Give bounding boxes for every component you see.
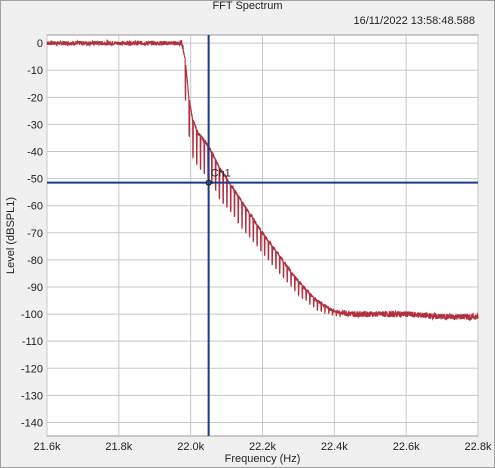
x-tick-label: 21.6k xyxy=(34,441,61,453)
y-tick-label: -50 xyxy=(27,174,43,186)
y-axis-title: Level (dBSPL1) xyxy=(5,197,17,274)
y-tick-labels: 0 -10 -20 -30 -40 -50 -60 -70 -80 -90 -100 -110 -120… xyxy=(21,38,43,429)
timestamp: 16/11/2022 13:58:48.588 xyxy=(353,15,475,27)
y-tick-label: -30 xyxy=(27,119,43,131)
x-tick-label: 22.2k xyxy=(249,441,276,453)
y-tick-label: -120 xyxy=(21,363,43,375)
x-tick-labels: 21.6k 21.8k 22.0k 22.2k 22.4k 22.6k 22.8k xyxy=(34,441,492,453)
x-tick-label: 22.0k xyxy=(177,441,204,453)
y-tick-label: -60 xyxy=(27,201,43,213)
y-tick-label: -140 xyxy=(21,417,43,429)
y-tick-label: -80 xyxy=(27,255,43,267)
grid xyxy=(46,35,479,436)
y-tick-label: 0 xyxy=(37,38,43,50)
cursor-label: Ch1 xyxy=(211,168,231,180)
y-tick-label: -100 xyxy=(21,309,43,321)
series-line xyxy=(46,38,479,322)
y-tick-label: -110 xyxy=(22,336,43,348)
y-tick-label: -70 xyxy=(27,228,43,240)
x-axis-title: Frequency (Hz) xyxy=(225,453,301,465)
x-tick-label: 22.4k xyxy=(321,441,348,453)
x-tick-label: 21.8k xyxy=(105,441,132,453)
cursor-marker[interactable] xyxy=(205,179,212,186)
x-tick-label: 22.6k xyxy=(393,441,420,453)
y-tick-label: -90 xyxy=(27,282,43,294)
y-tick-label: -130 xyxy=(21,390,43,402)
x-tick-label: 22.8k xyxy=(465,441,492,453)
y-tick-label: -40 xyxy=(27,147,43,159)
y-tick-label: -10 xyxy=(27,65,43,77)
chart-title: FFT Spectrum xyxy=(212,0,283,12)
y-tick-label: -20 xyxy=(27,92,43,104)
